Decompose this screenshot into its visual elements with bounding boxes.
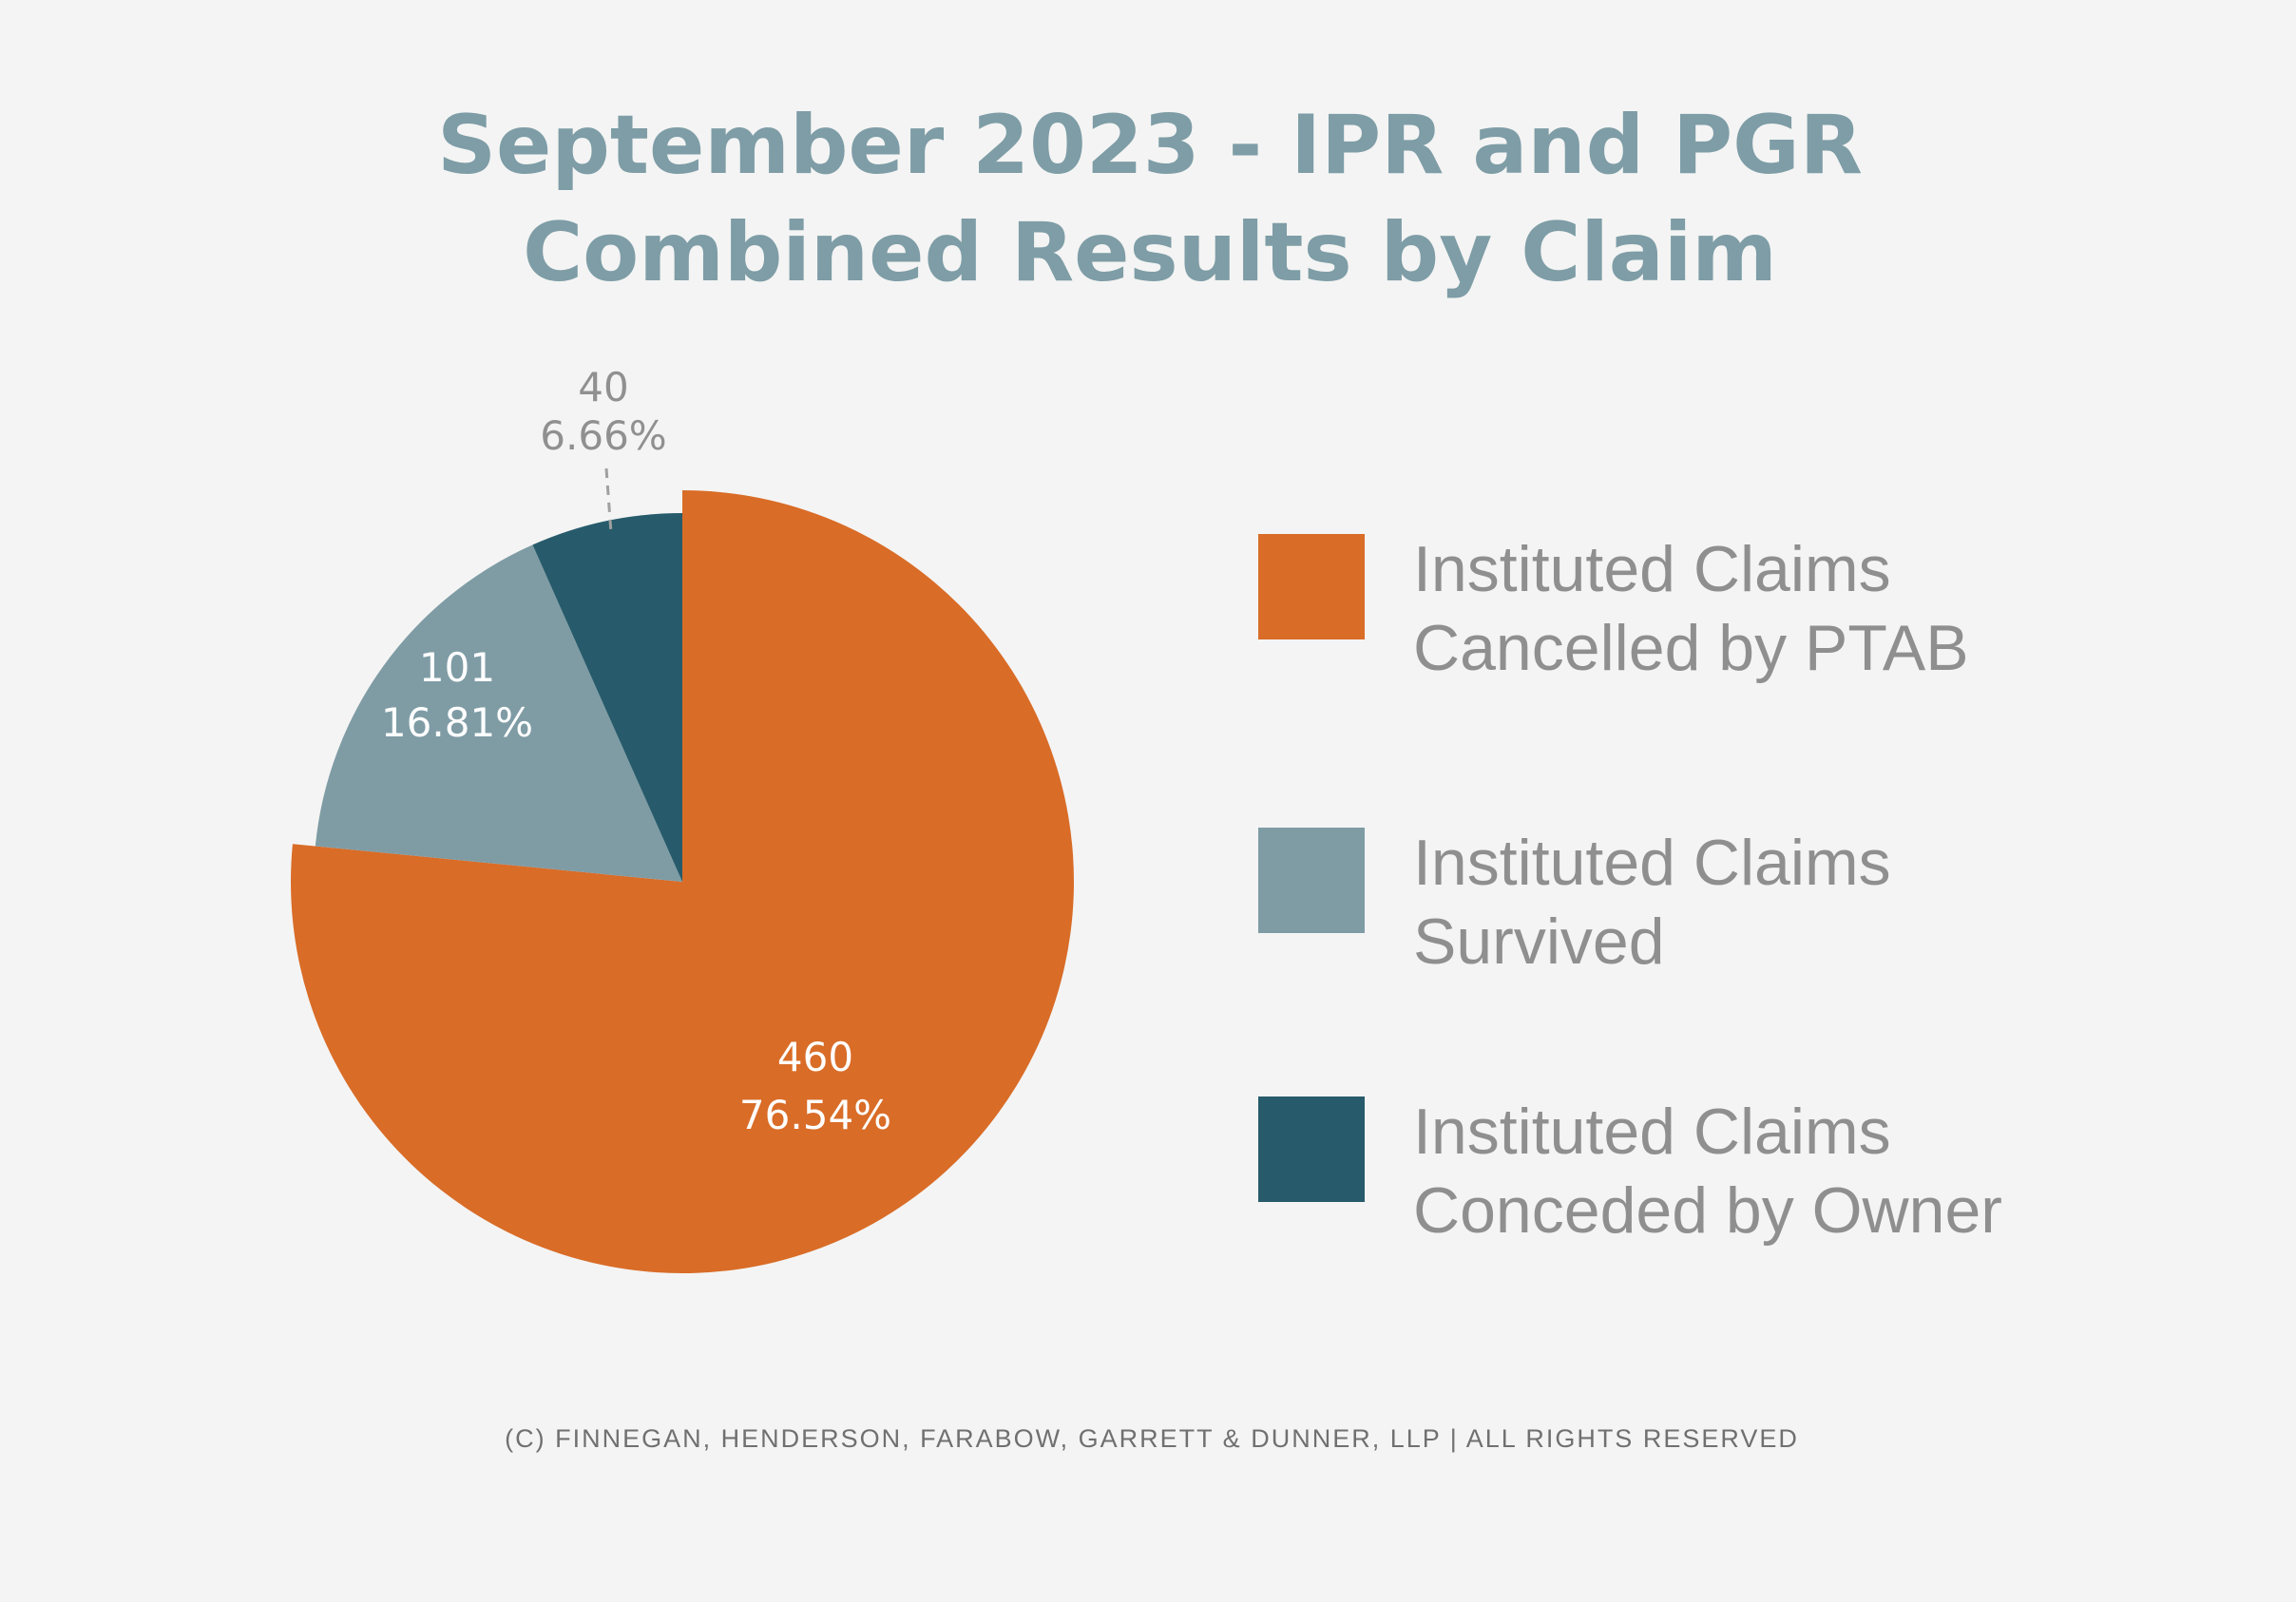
legend-label: Conceded by Owner (1413, 1174, 2002, 1247)
data-label-percent: 16.81% (381, 699, 533, 746)
pie-slice (532, 513, 682, 882)
leader-line (604, 467, 613, 534)
data-label-percent: 76.54% (739, 1092, 891, 1138)
legend-label: Instituted Claims (1413, 533, 1891, 605)
data-label-percent: 6.66% (540, 412, 666, 459)
copyright-footer: (C) FINNEGAN, HENDERSON, FARABOW, GARRET… (505, 1424, 1799, 1453)
data-label-value: 101 (419, 644, 495, 691)
chart-title-line-2: Combined Results by Claim (523, 205, 1777, 300)
legend-swatch (1258, 828, 1365, 933)
legend-label: Instituted Claims (1413, 1096, 1891, 1168)
legend-swatch (1258, 1097, 1365, 1202)
data-label-value: 40 (578, 364, 628, 410)
legend-label: Cancelled by PTAB (1413, 612, 1969, 684)
data-labels: 460 76.54% 101 16.81% 406.66% (381, 364, 891, 1138)
pie-slice (315, 544, 682, 882)
chart-title-line-1: September 2023 - IPR and PGR (437, 98, 1863, 193)
data-label-value: 460 (777, 1034, 853, 1080)
legend-swatch (1258, 534, 1365, 639)
legend-label: Instituted Claims (1413, 827, 1891, 899)
legend-label: Survived (1413, 906, 1665, 978)
pie-slices (291, 490, 1074, 1273)
